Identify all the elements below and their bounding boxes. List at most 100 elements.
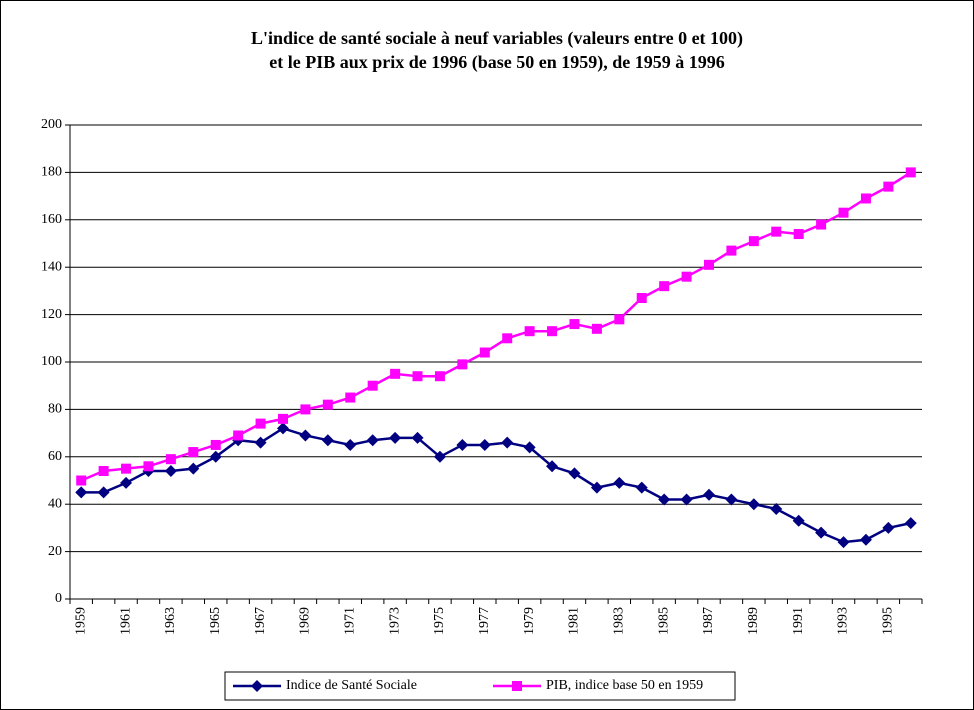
x-tick-label: 1961 <box>118 607 133 635</box>
legend-marker <box>512 681 522 691</box>
data-point <box>299 429 312 442</box>
data-point <box>389 431 402 444</box>
data-point <box>434 371 445 382</box>
data-point <box>457 359 468 370</box>
data-point <box>837 536 850 549</box>
data-point <box>704 259 714 270</box>
data-point <box>165 454 176 465</box>
data-point <box>278 413 288 424</box>
data-point <box>255 418 266 429</box>
y-tick-label: 180 <box>41 165 62 180</box>
data-point <box>771 226 782 237</box>
x-tick-label: 1969 <box>298 607 313 635</box>
y-tick-label: 140 <box>41 259 62 274</box>
data-point <box>390 368 401 379</box>
data-point <box>412 371 423 382</box>
data-point <box>860 193 871 204</box>
data-point <box>614 314 625 325</box>
legend-box <box>224 671 736 701</box>
data-point <box>321 434 334 447</box>
x-tick-label: 1959 <box>73 607 88 635</box>
data-point <box>748 236 759 247</box>
chart-subtitle: et le PIB aux prix de 1996 (base 50 en 1… <box>269 52 724 73</box>
y-tick-label: 100 <box>41 354 62 369</box>
data-point <box>478 438 491 451</box>
data-point <box>590 481 603 494</box>
x-tick-label: 1987 <box>701 607 716 635</box>
data-point <box>568 467 581 480</box>
data-point <box>233 430 244 441</box>
x-tick-label: 1975 <box>432 607 447 635</box>
data-point <box>501 436 514 449</box>
data-point <box>502 333 513 344</box>
data-point <box>725 493 738 506</box>
data-point <box>322 399 333 410</box>
legend-label: Indice de Santé Sociale <box>286 678 417 693</box>
x-tick-label: 1983 <box>612 607 627 635</box>
data-point <box>433 450 446 463</box>
data-point <box>479 347 490 358</box>
data-point <box>681 271 692 282</box>
x-tick-label: 1991 <box>791 607 806 635</box>
y-tick-label: 0 <box>55 591 62 606</box>
data-point <box>613 476 626 489</box>
data-point <box>98 466 109 477</box>
data-point <box>904 517 917 530</box>
x-tick-label: 1971 <box>342 607 357 635</box>
y-tick-label: 20 <box>48 544 62 559</box>
x-tick-label: 1967 <box>253 607 268 635</box>
data-point <box>546 460 559 473</box>
x-tick-label: 1963 <box>163 607 178 635</box>
y-tick-label: 80 <box>48 402 62 417</box>
data-point <box>815 526 828 539</box>
x-tick-label: 1993 <box>836 607 851 635</box>
data-point <box>635 481 648 494</box>
data-point <box>792 514 805 527</box>
data-point <box>726 245 737 256</box>
data-point <box>658 493 671 506</box>
x-tick-label: 1985 <box>656 607 671 635</box>
data-point <box>366 434 379 447</box>
data-point <box>75 486 88 499</box>
data-point <box>680 493 693 506</box>
data-point <box>210 439 221 450</box>
data-point <box>882 521 895 534</box>
data-point <box>524 326 535 337</box>
data-point <box>569 319 580 330</box>
data-point <box>97 486 110 499</box>
data-point <box>523 441 536 454</box>
y-tick-label: 120 <box>41 307 62 322</box>
x-tick-label: 1995 <box>881 607 896 635</box>
data-point <box>121 463 132 474</box>
x-tick-label: 1989 <box>746 607 761 635</box>
x-tick-label: 1979 <box>522 607 537 635</box>
data-point <box>770 502 783 515</box>
data-point <box>703 488 715 501</box>
x-tick-label: 1977 <box>477 607 492 635</box>
legend-label: PIB, indice base 50 en 1959 <box>546 678 703 693</box>
data-point <box>187 462 200 475</box>
data-point <box>367 380 378 391</box>
data-point <box>547 326 558 337</box>
x-tick-label: 1973 <box>387 607 402 635</box>
data-point <box>659 281 670 292</box>
data-point <box>120 476 133 489</box>
data-point <box>793 229 804 240</box>
data-point <box>591 323 602 334</box>
data-point <box>209 450 222 463</box>
data-point <box>344 438 357 451</box>
y-tick-label: 160 <box>41 212 62 227</box>
data-point <box>345 392 356 403</box>
data-point <box>859 533 872 546</box>
data-point <box>143 461 154 472</box>
data-point <box>816 219 827 230</box>
data-point <box>747 498 760 511</box>
data-point <box>76 475 87 486</box>
data-point <box>254 436 267 449</box>
data-point <box>277 422 289 435</box>
data-point <box>838 207 849 218</box>
data-point <box>411 431 424 444</box>
data-point <box>300 404 311 415</box>
